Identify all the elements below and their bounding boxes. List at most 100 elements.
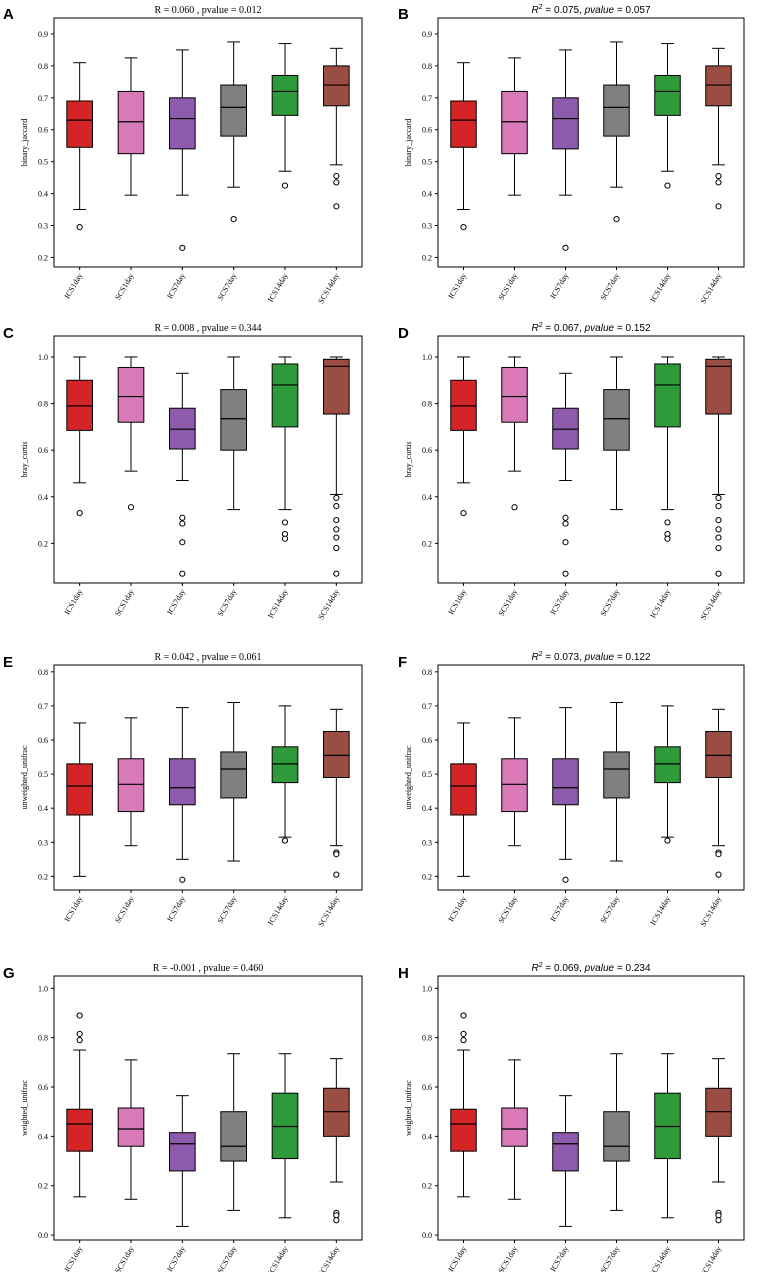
plot-frame bbox=[53, 335, 363, 584]
outlier-point bbox=[281, 182, 289, 189]
outlier-point bbox=[715, 172, 722, 180]
box-iqr bbox=[323, 65, 350, 107]
box-scs14day bbox=[705, 708, 732, 878]
plot-frame bbox=[53, 975, 363, 1241]
box-ics14day bbox=[654, 705, 681, 844]
y-tick-label: 0.5 bbox=[38, 770, 48, 779]
outlier-point bbox=[230, 216, 237, 223]
x-tick-label: ICS14day bbox=[648, 895, 672, 927]
x-tick-label: ICS14day bbox=[266, 588, 290, 620]
outlier-point bbox=[76, 223, 83, 231]
panel-title: R2 = 0.067, pvalue = 0.152 bbox=[531, 322, 650, 334]
box-iqr bbox=[501, 366, 528, 423]
y-tick-label: 0.7 bbox=[422, 94, 432, 103]
outlier-point bbox=[460, 223, 467, 231]
y-tick-label: 0.0 bbox=[422, 1231, 432, 1240]
panel-letter: G bbox=[3, 965, 15, 982]
outlier-point bbox=[281, 519, 289, 526]
panel-title: R2 = 0.073, pvalue = 0.122 bbox=[531, 651, 650, 663]
box-iqr bbox=[271, 363, 299, 428]
outlier-point bbox=[460, 1030, 467, 1038]
box-scs1day bbox=[117, 717, 145, 847]
y-axis-label: unweighted_unifrac bbox=[20, 745, 29, 809]
box-iqr bbox=[66, 1108, 94, 1152]
box-ics7day bbox=[552, 49, 579, 251]
panel-h: H R2 = 0.069, pvalue = 0.234 0.0 0.2 0.4 0.6 0… bbox=[398, 962, 745, 1277]
box-scs1day bbox=[501, 1059, 528, 1200]
box-iqr bbox=[271, 74, 299, 116]
x-tick-label: SCS1day bbox=[497, 272, 520, 302]
x-tick-label: SCS1day bbox=[497, 1245, 520, 1273]
y-tick-label: 0.8 bbox=[422, 62, 432, 71]
box-iqr bbox=[117, 758, 145, 813]
outlier-point bbox=[715, 570, 722, 577]
outlier-point bbox=[715, 871, 722, 878]
y-tick-label: 0.8 bbox=[38, 1034, 48, 1043]
y-tick-label: 0.2 bbox=[422, 1182, 432, 1191]
outlier-point bbox=[715, 494, 722, 502]
outlier-point bbox=[179, 514, 186, 521]
y-tick-label: 0.6 bbox=[38, 446, 48, 455]
box-scs14day bbox=[323, 1058, 350, 1224]
x-tick-label: ICS7day bbox=[548, 272, 570, 301]
box-ics1day bbox=[450, 62, 477, 231]
y-tick-label: 0.9 bbox=[38, 30, 48, 39]
y-tick-label: 0.7 bbox=[422, 702, 432, 711]
box-ics7day bbox=[169, 372, 196, 577]
y-axis-label: unweighted_unifrac bbox=[404, 745, 413, 809]
y-axis-label: binary_jaccard bbox=[404, 119, 413, 167]
x-tick-label: ICS14day bbox=[648, 588, 672, 620]
plot-frame bbox=[437, 664, 745, 891]
y-tick-label: 0.4 bbox=[38, 190, 48, 199]
x-tick-label: ICS14day bbox=[266, 1245, 290, 1273]
box-iqr bbox=[323, 730, 350, 779]
box-iqr bbox=[271, 1092, 299, 1160]
x-tick-label: SCS7day bbox=[599, 588, 622, 618]
outlier-point bbox=[460, 509, 467, 517]
panel-letter: E bbox=[3, 654, 13, 671]
box-scs14day bbox=[323, 356, 350, 577]
box-iqr bbox=[705, 730, 732, 779]
x-tick-label: ICS7day bbox=[548, 588, 570, 617]
panel-title: R = 0.060 , pvalue = 0.012 bbox=[154, 5, 261, 16]
box-scs1day bbox=[117, 356, 145, 511]
box-iqr bbox=[117, 90, 145, 155]
box-iqr bbox=[117, 366, 145, 423]
outlier-point bbox=[715, 203, 722, 210]
box-iqr bbox=[654, 363, 681, 428]
outlier-point bbox=[664, 182, 671, 189]
box-iqr bbox=[654, 746, 681, 784]
x-tick-label: SCS7day bbox=[216, 895, 239, 925]
x-tick-label: SCS14day bbox=[699, 588, 724, 622]
box-scs7day bbox=[603, 702, 630, 862]
x-tick-label: ICS1day bbox=[63, 1245, 85, 1273]
box-ics7day bbox=[552, 372, 579, 577]
panel-f: F R2 = 0.073, pvalue = 0.122 0.2 0.3 0.4 0.5 0… bbox=[398, 651, 745, 928]
box-ics14day bbox=[271, 43, 299, 189]
box-iqr bbox=[654, 74, 681, 116]
outlier-point bbox=[333, 526, 340, 533]
outlier-point bbox=[511, 504, 518, 511]
outlier-point bbox=[664, 535, 671, 542]
box-scs7day bbox=[220, 356, 247, 511]
y-tick-label: 0.6 bbox=[422, 446, 432, 455]
box-ics1day bbox=[66, 62, 94, 231]
box-ics1day bbox=[66, 722, 94, 877]
y-tick-label: 0.2 bbox=[38, 872, 48, 881]
panel-letter: B bbox=[398, 6, 409, 23]
panel-d: D R2 = 0.067, pvalue = 0.152 0.2 0.4 0.6 0.8 1… bbox=[398, 322, 745, 622]
outlier-point bbox=[715, 516, 722, 524]
y-tick-label: 0.2 bbox=[38, 539, 48, 548]
y-tick-label: 0.6 bbox=[422, 1083, 432, 1092]
panel-a: A R = 0.060 , pvalue = 0.012 0.2 0.3 0.4 0.5 0… bbox=[3, 5, 363, 305]
x-tick-label: ICS1day bbox=[446, 272, 468, 301]
y-tick-label: 0.4 bbox=[38, 1132, 48, 1141]
x-tick-label: ICS1day bbox=[63, 272, 85, 301]
box-ics7day bbox=[552, 707, 579, 883]
y-tick-label: 0.6 bbox=[38, 736, 48, 745]
x-tick-label: SCS1day bbox=[113, 895, 136, 925]
panel-title: R2 = 0.069, pvalue = 0.234 bbox=[531, 962, 650, 974]
outlier-point bbox=[333, 179, 340, 186]
x-tick-label: ICS1day bbox=[446, 1245, 468, 1273]
y-tick-label: 0.3 bbox=[38, 222, 48, 231]
